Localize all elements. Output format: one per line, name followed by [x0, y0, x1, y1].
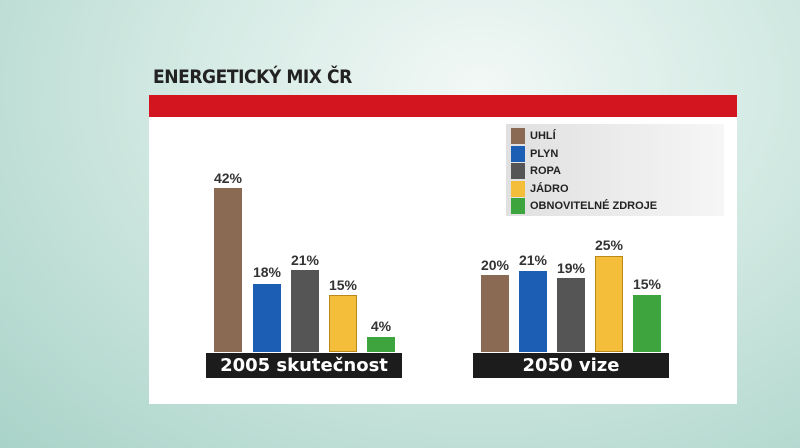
value-label: 4%	[370, 318, 392, 334]
legend-swatch	[511, 197, 525, 214]
bar-2050-ropa	[557, 278, 585, 352]
legend: UHLÍ PLYN ROPA JÁDRO OBNOVITELNÉ ZDROJE	[506, 124, 724, 216]
value-label: 18%	[252, 264, 282, 280]
value-label: 15%	[632, 276, 662, 292]
accent-bar	[149, 95, 737, 117]
value-label: 19%	[556, 260, 586, 276]
legend-item-ropa: ROPA	[511, 162, 561, 179]
group-caption-2005: 2005 skutečnost	[206, 353, 402, 378]
legend-swatch	[511, 162, 525, 179]
group-caption-2050: 2050 vize	[473, 353, 669, 378]
bar-2050-jadro	[595, 256, 623, 352]
legend-item-plyn: PLYN	[511, 145, 558, 162]
bar-2050-obnovitelne	[633, 295, 661, 352]
legend-item-uhli: UHLÍ	[511, 127, 556, 144]
legend-label: PLYN	[530, 147, 559, 160]
legend-swatch	[511, 127, 525, 144]
legend-item-jadro: JÁDRO	[511, 180, 569, 197]
value-label: 15%	[328, 277, 358, 293]
bar-2005-uhli	[214, 188, 242, 352]
bar-2050-uhli	[481, 275, 509, 352]
value-label: 20%	[480, 257, 510, 273]
chart-title: ENERGETICKÝ MIX ČR	[153, 66, 352, 88]
bar-2050-plyn	[519, 271, 547, 352]
bar-2005-obnovitelne	[367, 337, 395, 352]
bar-2005-ropa	[291, 270, 319, 352]
legend-swatch	[511, 145, 525, 162]
legend-label: UHLÍ	[530, 129, 556, 142]
bar-2005-jadro	[329, 295, 357, 352]
legend-swatch	[511, 180, 525, 197]
legend-label: OBNOVITELNÉ ZDROJE	[530, 199, 658, 212]
value-label: 21%	[290, 252, 320, 268]
value-label: 25%	[594, 237, 624, 253]
legend-label: JÁDRO	[530, 182, 569, 195]
value-label: 21%	[518, 252, 548, 268]
bar-2005-plyn	[253, 284, 281, 352]
value-label: 42%	[213, 170, 243, 186]
legend-item-obnovitelne: OBNOVITELNÉ ZDROJE	[511, 197, 657, 214]
legend-label: ROPA	[530, 164, 561, 177]
